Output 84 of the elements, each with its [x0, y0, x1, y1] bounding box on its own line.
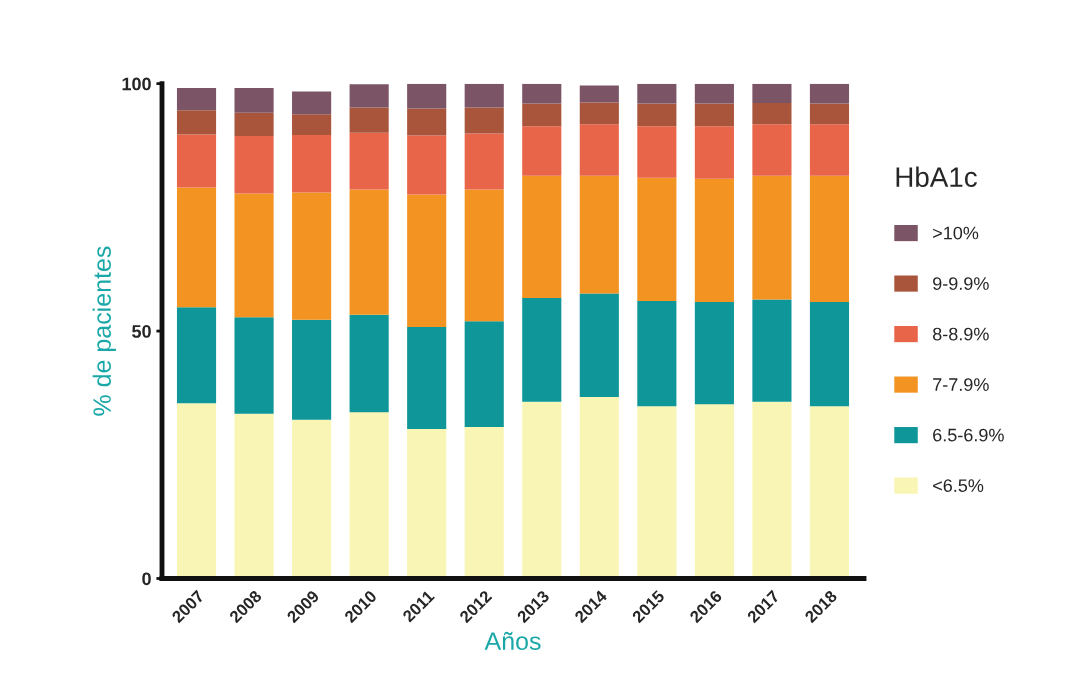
bar: [292, 192, 332, 320]
bar: [522, 401, 562, 579]
bar: [464, 321, 504, 428]
bar: [809, 103, 850, 125]
bar: [234, 193, 274, 318]
bar: [637, 300, 677, 407]
bar: [234, 112, 274, 137]
y-axis-title: % de pacientes: [92, 246, 116, 416]
bar: [809, 301, 850, 407]
bar: [752, 401, 792, 579]
bar: [579, 293, 619, 397]
bar: [694, 103, 734, 127]
legend-label: 8-8.9%: [932, 327, 989, 341]
bar: [176, 110, 217, 135]
y-tick-label: 0: [142, 572, 151, 586]
legend-title: HbA1c: [896, 166, 977, 187]
bar: [522, 103, 562, 127]
legend-label: <6.5%: [933, 479, 984, 492]
bar: [349, 84, 389, 108]
bar: [579, 102, 619, 125]
bar: [579, 175, 619, 294]
bar: [637, 177, 677, 301]
bar: [292, 114, 332, 136]
bar: [349, 132, 389, 190]
bar: [464, 133, 504, 190]
bar: [522, 126, 562, 176]
bar: [464, 83, 504, 108]
bar: [809, 83, 850, 104]
bar: [637, 406, 677, 579]
bar: [637, 83, 677, 104]
bar: [579, 124, 619, 176]
bar: [522, 83, 562, 104]
bar: [809, 124, 850, 176]
bar: [579, 85, 619, 103]
bar: [349, 189, 389, 315]
bar: [464, 427, 504, 579]
y-tick-label: 50: [132, 325, 151, 338]
bar: [522, 297, 562, 402]
legend-label: 7-7.9%: [933, 378, 989, 391]
bar: [234, 413, 274, 579]
legend-label: 6.5-6.9%: [933, 428, 1004, 442]
bar: [176, 134, 217, 188]
bar: [292, 135, 332, 193]
bar: [694, 126, 734, 179]
bar: [809, 175, 850, 302]
bar: [694, 178, 734, 302]
bar: [407, 83, 447, 109]
bar: [752, 299, 792, 402]
bar: [637, 103, 677, 127]
bar: [694, 301, 734, 405]
legend-label: 9-9.9%: [933, 277, 989, 290]
bar: [752, 175, 792, 300]
bar: [407, 135, 447, 195]
bar: [176, 88, 217, 111]
bar: [176, 307, 217, 404]
bar: [637, 126, 677, 178]
x-axis-title: Años: [484, 631, 541, 651]
bar: [234, 136, 274, 194]
bar: [234, 317, 274, 414]
bar: [176, 187, 217, 308]
bar: [579, 396, 619, 579]
legend-label: >10%: [933, 226, 979, 240]
bar: [349, 412, 389, 579]
y-tick-label: 100: [122, 77, 151, 91]
bar: [464, 189, 504, 322]
bar: [176, 403, 217, 579]
bar: [292, 91, 332, 115]
bar: [349, 107, 389, 133]
bar: [407, 108, 447, 136]
bar: [292, 319, 332, 420]
bar: [464, 107, 504, 134]
bar: [407, 429, 447, 579]
bar: [752, 124, 792, 176]
bar: [752, 83, 792, 103]
bar: [694, 404, 734, 579]
bar: [752, 102, 792, 125]
bar: [809, 406, 850, 579]
bar: [407, 327, 447, 430]
bar: [292, 419, 332, 579]
bar: [407, 194, 447, 328]
bar: [349, 314, 389, 413]
bar: [234, 88, 274, 113]
bar: [522, 175, 562, 298]
bar: [694, 83, 734, 104]
